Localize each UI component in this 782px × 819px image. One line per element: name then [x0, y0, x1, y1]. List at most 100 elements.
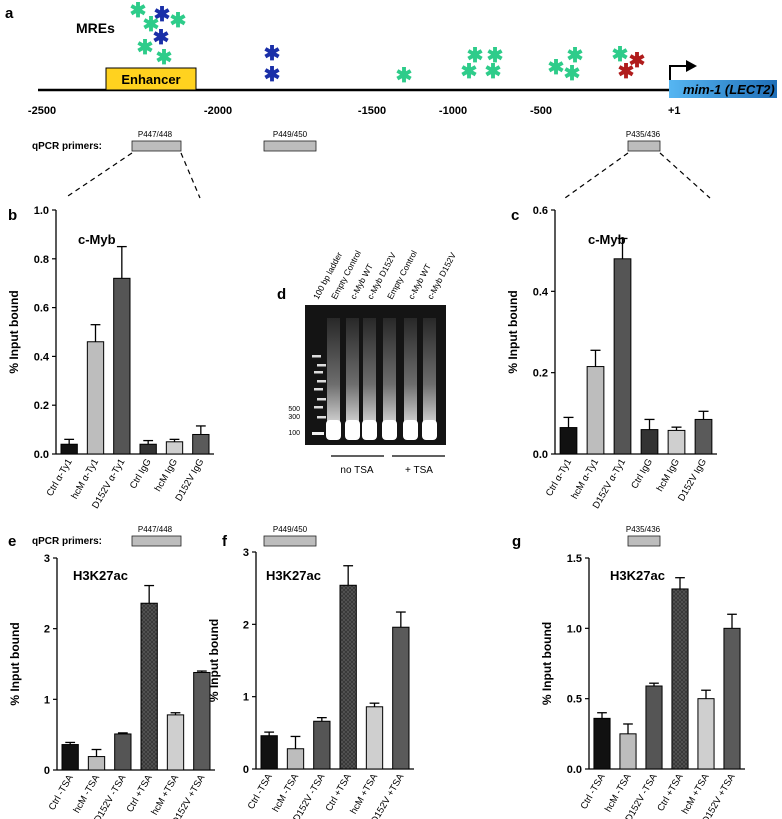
- y-tick-label: 2: [44, 624, 50, 636]
- chart-title: c-Myb: [78, 232, 116, 247]
- x-tick-label: hcM IgG: [153, 457, 180, 494]
- gene-box: [669, 80, 777, 98]
- panel-letter-a: a: [5, 5, 14, 22]
- chart-title: H3K27ac: [610, 568, 665, 583]
- y-tick-label: 0.0: [34, 449, 49, 461]
- bar: [165, 441, 184, 455]
- bar: [260, 735, 278, 770]
- sample-band: [362, 420, 377, 440]
- mre-green-asterisk-icon: ✱: [548, 57, 565, 79]
- chart-title: H3K27ac: [266, 568, 321, 583]
- y-tick-label: 2: [243, 619, 249, 631]
- bar: [671, 588, 689, 770]
- bar: [586, 366, 605, 455]
- bar: [645, 685, 663, 770]
- y-tick-label: 1: [44, 694, 50, 706]
- chart-panel-c: c 0.0 0.2 0.4 0.6 % Input bound c-Myb Ctrl α-Ty…: [506, 205, 717, 511]
- bar: [640, 429, 659, 455]
- primer-box: [263, 140, 317, 152]
- tss-arrow: [669, 65, 688, 80]
- ladder-band: [314, 406, 323, 409]
- y-tick-label: 1.0: [34, 205, 49, 217]
- zoom-dash: [180, 152, 201, 199]
- y-tick-label: 0.5: [567, 694, 582, 706]
- panel-letter-f: f: [222, 533, 228, 550]
- chart-title: c-Myb: [588, 232, 626, 247]
- mre-green-asterisk-icon: ✱: [485, 61, 502, 83]
- y-axis-label: % Input bound: [540, 622, 554, 705]
- primer-label: P435/436: [626, 130, 661, 139]
- primer-box: [627, 140, 661, 152]
- sample-smear: [327, 318, 340, 438]
- mre-green-asterisk-icon: ✱: [567, 45, 584, 67]
- ladder-band: [317, 364, 326, 367]
- sample-band: [382, 420, 397, 440]
- bar: [593, 717, 611, 770]
- primer-label: P449/450: [273, 525, 308, 534]
- tick-label: -2500: [28, 105, 56, 117]
- y-axis-label: % Input bound: [7, 290, 21, 373]
- chart-panel-g: g 0.0 0.5 1.0 1.5 % Input bound H3K27ac Ctrl -T…: [512, 525, 745, 819]
- panel-a: a MREs ✱ ✱ ✱✱✱✱ ✱ ✱✱ ✱✱ ✱✱ ✱✱✱ ✱✱ ✱✱ Enhancer mim…: [5, 0, 777, 199]
- ladder-band: [317, 416, 326, 419]
- group-label: no TSA: [340, 465, 373, 476]
- bar: [365, 706, 384, 770]
- mre-green-asterisk-icon: ✱: [396, 65, 413, 87]
- qpcr-primers-label: qPCR primers:: [32, 141, 102, 152]
- primer-label: P447/448: [138, 130, 173, 139]
- primer-box: [263, 535, 317, 547]
- group-label: + TSA: [405, 465, 433, 476]
- tick-label: -1500: [358, 105, 386, 117]
- sample-band: [345, 420, 360, 440]
- bar: [392, 626, 410, 770]
- y-tick-label: 0.0: [567, 764, 582, 776]
- mre-red-asterisk-icon: ✱: [618, 61, 635, 83]
- ladder-mark: 100: [288, 430, 300, 437]
- bar: [166, 714, 185, 771]
- y-tick-label: 3: [243, 547, 249, 559]
- qpcr-primers-label: qPCR primers:: [32, 536, 102, 547]
- y-tick-label: 0.2: [34, 400, 49, 412]
- ladder-band: [314, 371, 323, 374]
- y-tick-label: 0: [44, 765, 50, 777]
- mre-red-asterisk-icon: ✱: [629, 50, 646, 72]
- enhancer-box: [105, 67, 197, 91]
- chart-panel-b: b 0.0 0.2 0.4 0.6 0.8 1.0 % Input bound c-Myb Ctr…: [7, 205, 214, 511]
- mre-green-asterisk-icon: ✱: [487, 45, 504, 67]
- zoom-dash: [564, 152, 629, 199]
- mre-green-asterisk-icon: ✱: [564, 63, 581, 85]
- mre-green-asterisk-icon: ✱: [143, 14, 160, 36]
- y-tick-label: 0.8: [34, 254, 49, 266]
- y-tick-label: 0.2: [533, 368, 548, 380]
- bar: [619, 733, 637, 770]
- y-tick-label: 3: [44, 553, 50, 565]
- tick-label: -1000: [439, 105, 467, 117]
- primer-box: [131, 535, 182, 547]
- mre-label: MREs: [76, 20, 115, 36]
- sample-smear: [404, 318, 417, 438]
- bar: [86, 341, 105, 455]
- bar: [667, 429, 686, 455]
- y-tick-label: 1: [243, 692, 249, 704]
- ladder-band: [314, 388, 323, 391]
- mre-green-asterisk-icon: ✱: [612, 44, 629, 66]
- sample-band: [326, 420, 341, 440]
- y-tick-label: 0: [243, 764, 249, 776]
- y-tick-label: 0.4: [34, 351, 50, 363]
- y-axis-label: % Input bound: [207, 619, 221, 702]
- mre-green-asterisk-icon: ✱: [137, 37, 154, 59]
- panel-letter-b: b: [8, 207, 17, 224]
- chart-title: H3K27ac: [73, 568, 128, 583]
- gene-label: mim-1 (LECT2): [683, 82, 775, 97]
- y-tick-label: 0.4: [533, 286, 549, 298]
- panel-letter-c: c: [511, 207, 519, 224]
- gel-lane-label: c-Myb D152V: [425, 250, 458, 300]
- mre-stars: ✱ ✱ ✱✱✱✱ ✱ ✱✱ ✱✱ ✱✱ ✱✱✱ ✱✱ ✱✱: [130, 0, 646, 87]
- primer-label: P449/450: [273, 130, 308, 139]
- panel-letter-d: d: [277, 286, 286, 303]
- mre-green-asterisk-icon: ✱: [467, 45, 484, 67]
- bar: [113, 277, 131, 455]
- mre-green-asterisk-icon: ✱: [170, 10, 187, 32]
